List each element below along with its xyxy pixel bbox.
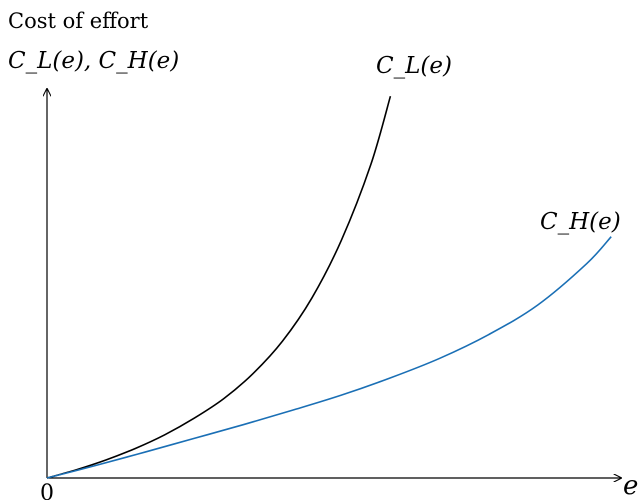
origin-label: 0 (40, 481, 54, 500)
x-axis-label: e (623, 471, 638, 500)
y-axis-label-line2: C_L(e), C_H(e) (8, 48, 179, 74)
series-label-cl: C_L(e) (376, 53, 452, 79)
series-line-ch (46, 236, 612, 479)
series-line-cl (46, 95, 392, 479)
series-label-ch: C_H(e) (540, 209, 621, 235)
y-axis-label-line1: Cost of effort (8, 9, 149, 33)
